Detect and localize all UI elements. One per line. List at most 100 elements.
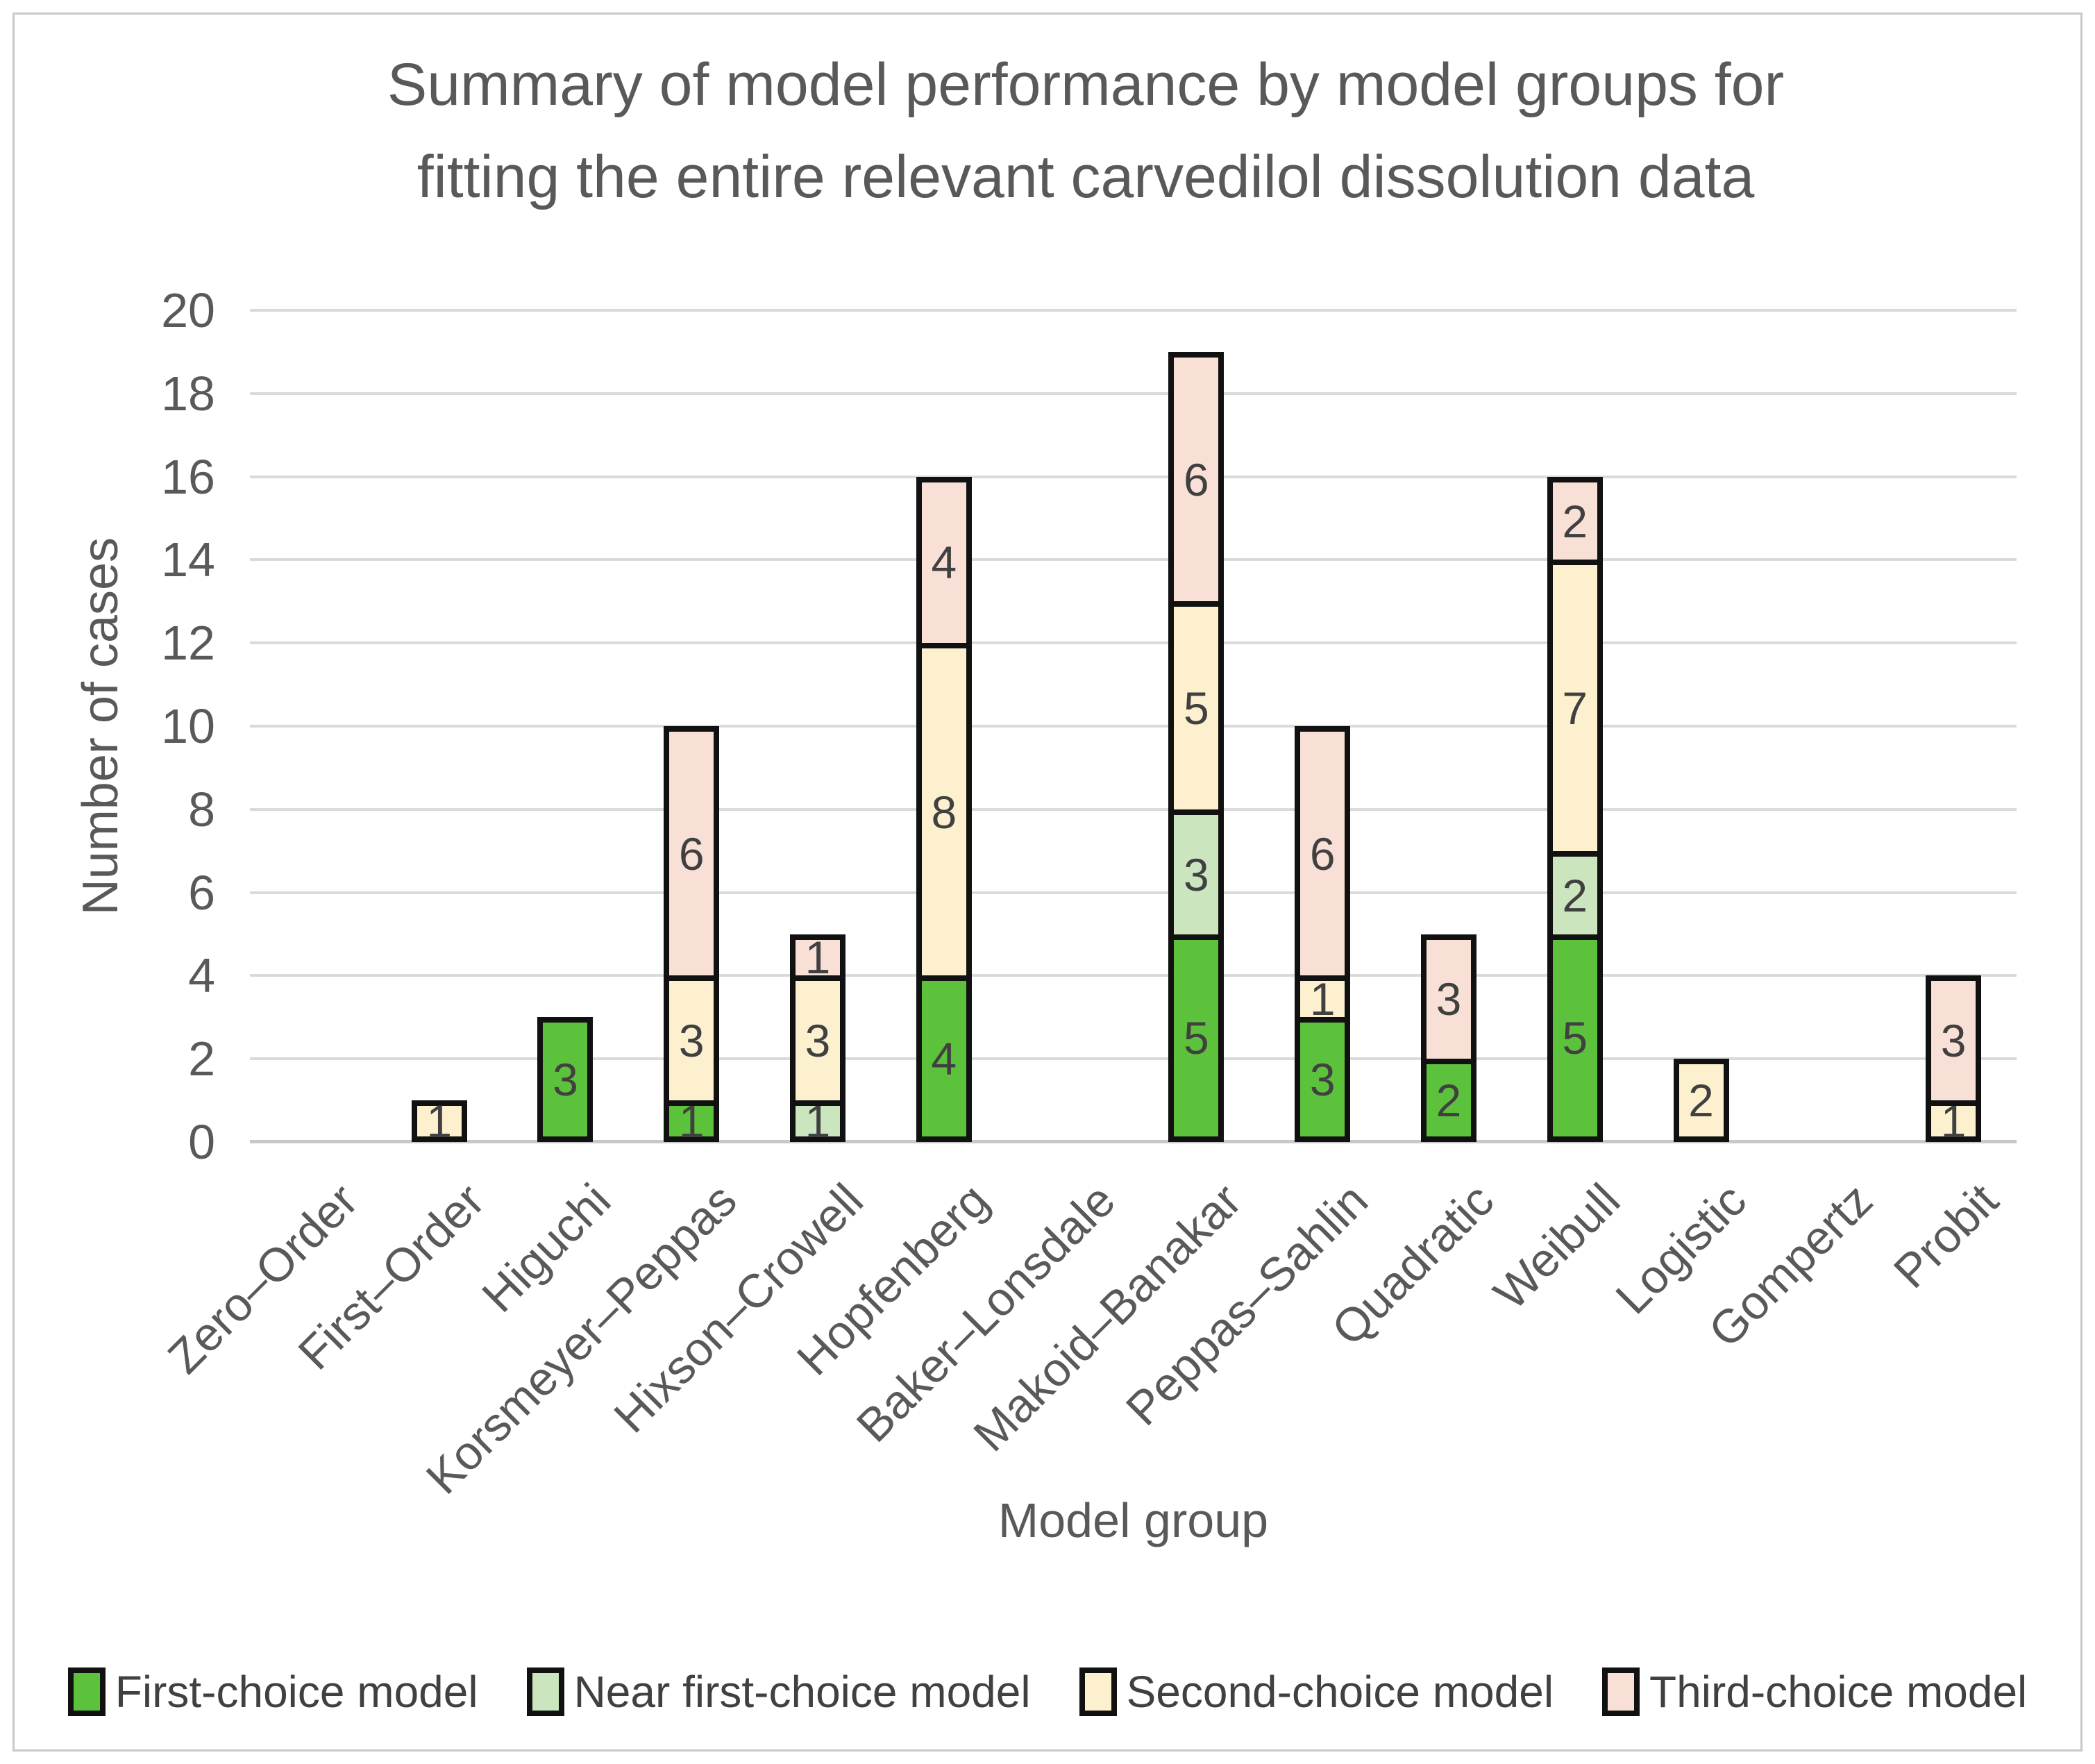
bar-segment-label: 3 xyxy=(805,1015,831,1067)
bar-segment: 1 xyxy=(411,1095,467,1147)
chart-title: Summary of model performance by model gr… xyxy=(83,39,2088,224)
bar-segment: 3 xyxy=(790,975,846,1107)
y-tick-label: 8 xyxy=(188,782,215,837)
bar xyxy=(285,310,341,1142)
bar-segment-label: 2 xyxy=(1688,1075,1714,1127)
gridline xyxy=(250,807,2017,811)
bar-segment-label: 5 xyxy=(1562,1012,1588,1064)
legend-label: Third-choice model xyxy=(1649,1667,2028,1717)
bar-segment-label: 4 xyxy=(931,1033,957,1085)
gridline xyxy=(250,392,2017,395)
bar-segment: 5 xyxy=(1168,934,1225,1142)
bar-segment-label: 3 xyxy=(1436,973,1462,1025)
legend-label: Near first-choice model xyxy=(573,1667,1031,1717)
bar-segment-label: 1 xyxy=(1309,973,1336,1025)
y-tick-label: 18 xyxy=(161,366,215,421)
bar-segment-label: 5 xyxy=(1184,682,1209,734)
y-tick-label: 4 xyxy=(188,948,215,1003)
bar-segment: 1 xyxy=(664,1095,720,1147)
bar-segment: 1 xyxy=(790,932,846,984)
bar-segment-label: 8 xyxy=(931,786,957,838)
y-tick-label: 20 xyxy=(161,283,215,337)
gridline xyxy=(250,974,2017,977)
bar-segment-label: 3 xyxy=(1184,848,1209,900)
bar-segment-label: 2 xyxy=(1562,869,1588,921)
bar-segment-label: 1 xyxy=(426,1095,453,1148)
bar-segment-label: 3 xyxy=(1309,1054,1336,1106)
legend-swatch xyxy=(1602,1668,1640,1716)
bar-segment: 5 xyxy=(1547,934,1603,1142)
bar-segment: 1 xyxy=(1295,973,1351,1025)
bar-segment: 1 xyxy=(1926,1095,1982,1147)
y-tick-label: 2 xyxy=(188,1032,215,1086)
gridline xyxy=(250,309,2017,312)
bar xyxy=(1799,310,1855,1142)
bar: 4 8 4 xyxy=(916,310,972,1142)
y-tick-label: 0 xyxy=(188,1115,215,1169)
bar: 5 3 5 6 xyxy=(1168,310,1225,1142)
bar: 1 3 1 xyxy=(790,310,846,1147)
bar-segment: 6 xyxy=(664,726,720,982)
bar xyxy=(1043,310,1098,1142)
bar-segment: 2 xyxy=(1547,476,1603,566)
legend-label: First-choice model xyxy=(115,1667,478,1717)
gridline xyxy=(250,475,2017,478)
bar-segment-label: 1 xyxy=(805,932,831,984)
bar-segment: 5 xyxy=(1168,601,1225,815)
gridline xyxy=(250,641,2017,645)
y-tick-label: 12 xyxy=(161,616,215,671)
bar-segment: 2 xyxy=(1420,1059,1476,1142)
bar-segment: 3 xyxy=(1926,975,1982,1107)
y-tick-label: 14 xyxy=(161,532,215,587)
bar-segment-label: 7 xyxy=(1562,682,1588,734)
y-tick-label: 10 xyxy=(161,699,215,753)
bar: 5 2 7 2 xyxy=(1547,310,1603,1142)
legend-swatch xyxy=(67,1668,106,1716)
bar-segment-label: 6 xyxy=(1184,453,1209,505)
bar: 3 1 6 xyxy=(1295,310,1351,1142)
figure-border xyxy=(12,12,2083,1752)
legend-item: First-choice model xyxy=(67,1666,478,1717)
bar-segment: 4 xyxy=(916,975,972,1142)
gridline xyxy=(250,1057,2017,1061)
legend-swatch xyxy=(526,1668,564,1716)
bar-segment: 3 xyxy=(1168,809,1225,940)
bar-segment-label: 2 xyxy=(1436,1075,1462,1127)
bar-segment: 3 xyxy=(1420,934,1476,1065)
legend-swatch xyxy=(1079,1668,1117,1716)
bar-segment-label: 3 xyxy=(1940,1015,1967,1067)
bar-segment: 3 xyxy=(664,975,720,1107)
y-tick-label: 6 xyxy=(188,865,215,920)
bar-segment: 8 xyxy=(916,643,972,982)
bar-segment-label: 4 xyxy=(931,537,957,589)
bar-segment: 2 xyxy=(1673,1059,1729,1142)
bar-segment: 2 xyxy=(1547,850,1603,940)
gridline xyxy=(250,558,2017,562)
legend-item: Second-choice model xyxy=(1079,1666,1554,1717)
bar-segment-label: 5 xyxy=(1184,1012,1209,1064)
bar-segment: 3 xyxy=(537,1017,594,1142)
chart-title-line2: fitting the entire relevant carvedilol d… xyxy=(417,144,1755,211)
bar-segment-label: 2 xyxy=(1562,495,1588,547)
bar: 2 xyxy=(1673,310,1729,1142)
bar-segment-label: 3 xyxy=(678,1015,705,1067)
plot-area: 0 2 4 6 8 10 12 14 16 18 20 Zero–Order 1 First–Order 3… xyxy=(158,286,2017,1504)
bar-segment-label: 6 xyxy=(678,828,705,880)
legend-item: Third-choice model xyxy=(1602,1666,2027,1717)
bar: 1 xyxy=(411,310,467,1147)
bar-segment-label: 6 xyxy=(1309,828,1336,880)
bar-segment-label: 3 xyxy=(553,1054,578,1106)
y-tick-label: 16 xyxy=(161,449,215,504)
x-axis-title: Model group xyxy=(998,1493,1269,1547)
legend-item: Near first-choice model xyxy=(526,1666,1031,1717)
gridline xyxy=(250,725,2017,728)
bar-segment: 1 xyxy=(790,1095,846,1147)
bar-segment: 7 xyxy=(1547,560,1603,857)
legend: First-choice model Near first-choice mode… xyxy=(42,1666,2053,1717)
bar: 3 xyxy=(537,310,594,1142)
legend-label: Second-choice model xyxy=(1126,1667,1554,1717)
bar: 1 3 6 xyxy=(664,310,720,1147)
chart-title-line1: Summary of model performance by model gr… xyxy=(387,51,1785,118)
